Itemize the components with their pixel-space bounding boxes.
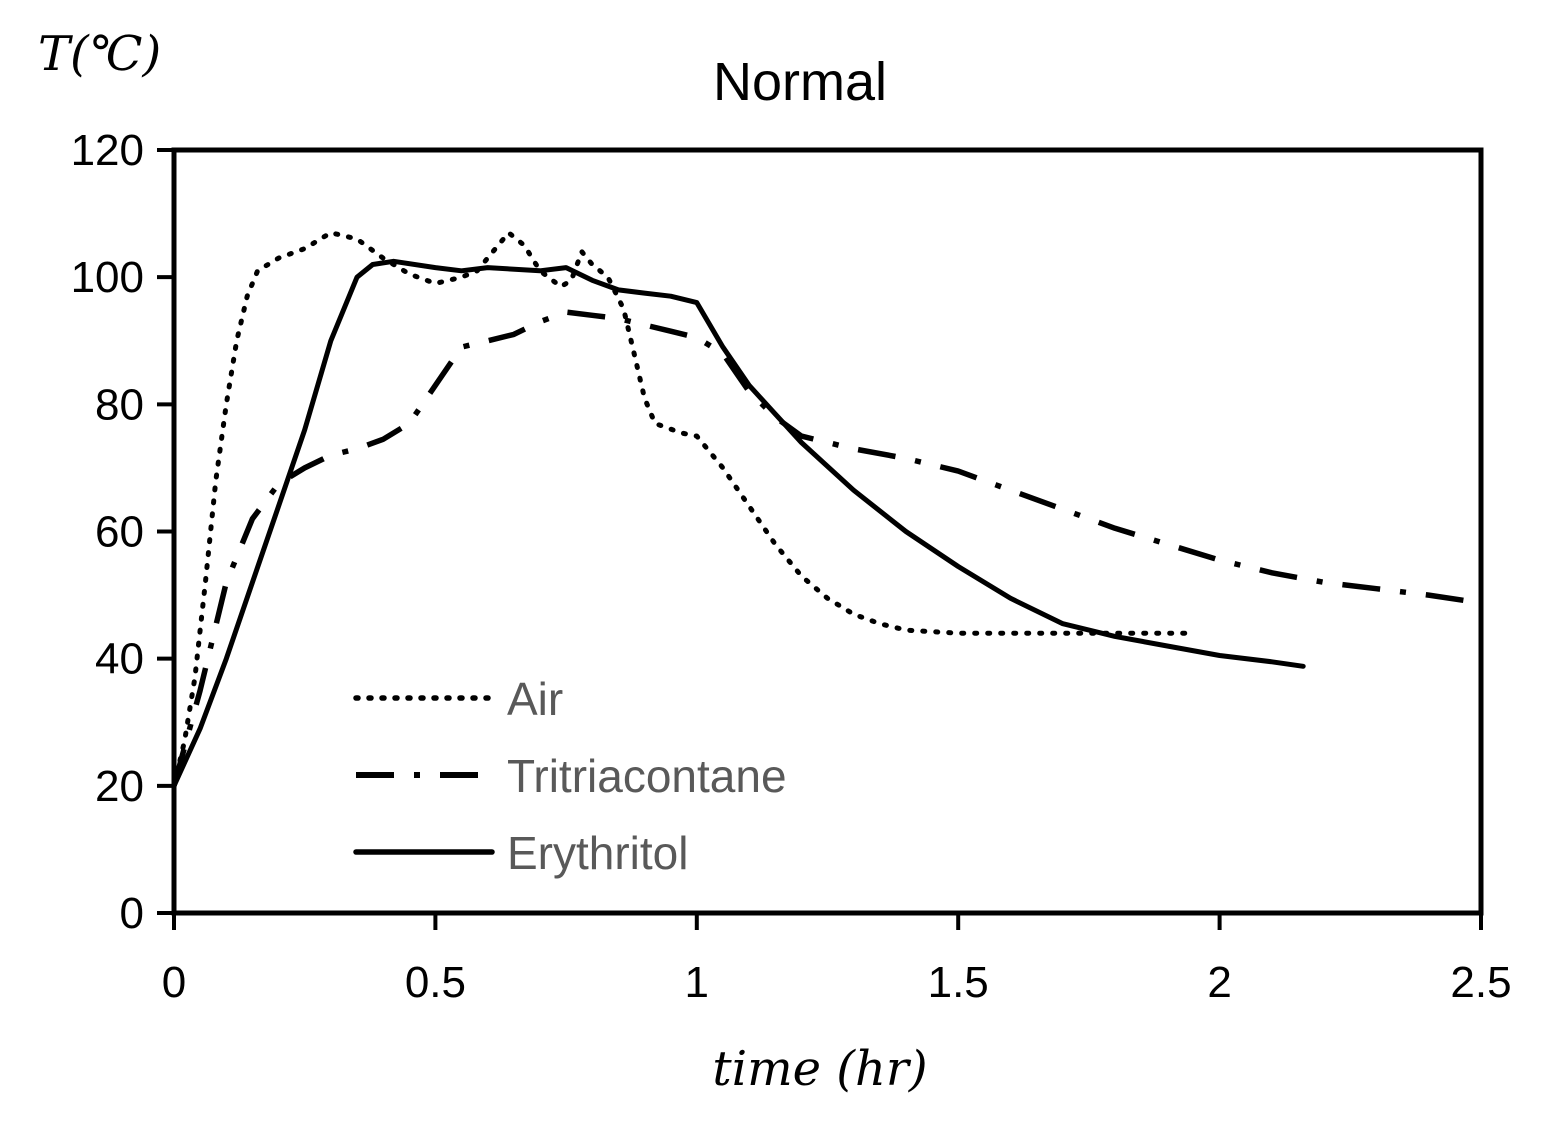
x-tick-label: 0: [162, 958, 186, 1007]
x-tick-label: 0.5: [405, 958, 466, 1007]
series-line-tritriacontane: [171, 309, 1471, 787]
legend-label-air: Air: [507, 673, 563, 725]
series-layer: [171, 230, 1471, 789]
y-tick-label: 80: [95, 380, 144, 429]
y-axis-ticks: 0 20 40 60 80 100 120: [71, 126, 174, 938]
y-tick-label: 0: [120, 889, 144, 938]
x-tick-label: 2.5: [1450, 958, 1511, 1007]
x-axis-label: time (hr): [712, 1041, 927, 1097]
series-line-air: [171, 230, 1196, 789]
y-tick-label: 60: [95, 508, 144, 557]
y-axis-label: T(℃): [38, 26, 161, 82]
chart-title: Normal: [713, 52, 887, 112]
y-tick-label: 40: [95, 635, 144, 684]
legend: Air Tritriacontane Erythritol: [353, 673, 787, 879]
legend-label-erythritol: Erythritol: [507, 827, 688, 879]
x-tick-label: 2: [1207, 958, 1231, 1007]
series-line-erythritol: [171, 258, 1306, 789]
y-tick-label: 120: [71, 126, 144, 175]
x-axis-ticks: 0 0.5 1 1.5 2 2.5: [162, 913, 1512, 1007]
y-tick-label: 100: [71, 253, 144, 302]
x-tick-label: 1.5: [928, 958, 989, 1007]
y-tick-label: 20: [95, 762, 144, 811]
legend-label-tritriacontane: Tritriacontane: [507, 750, 787, 802]
x-tick-label: 1: [685, 958, 709, 1007]
